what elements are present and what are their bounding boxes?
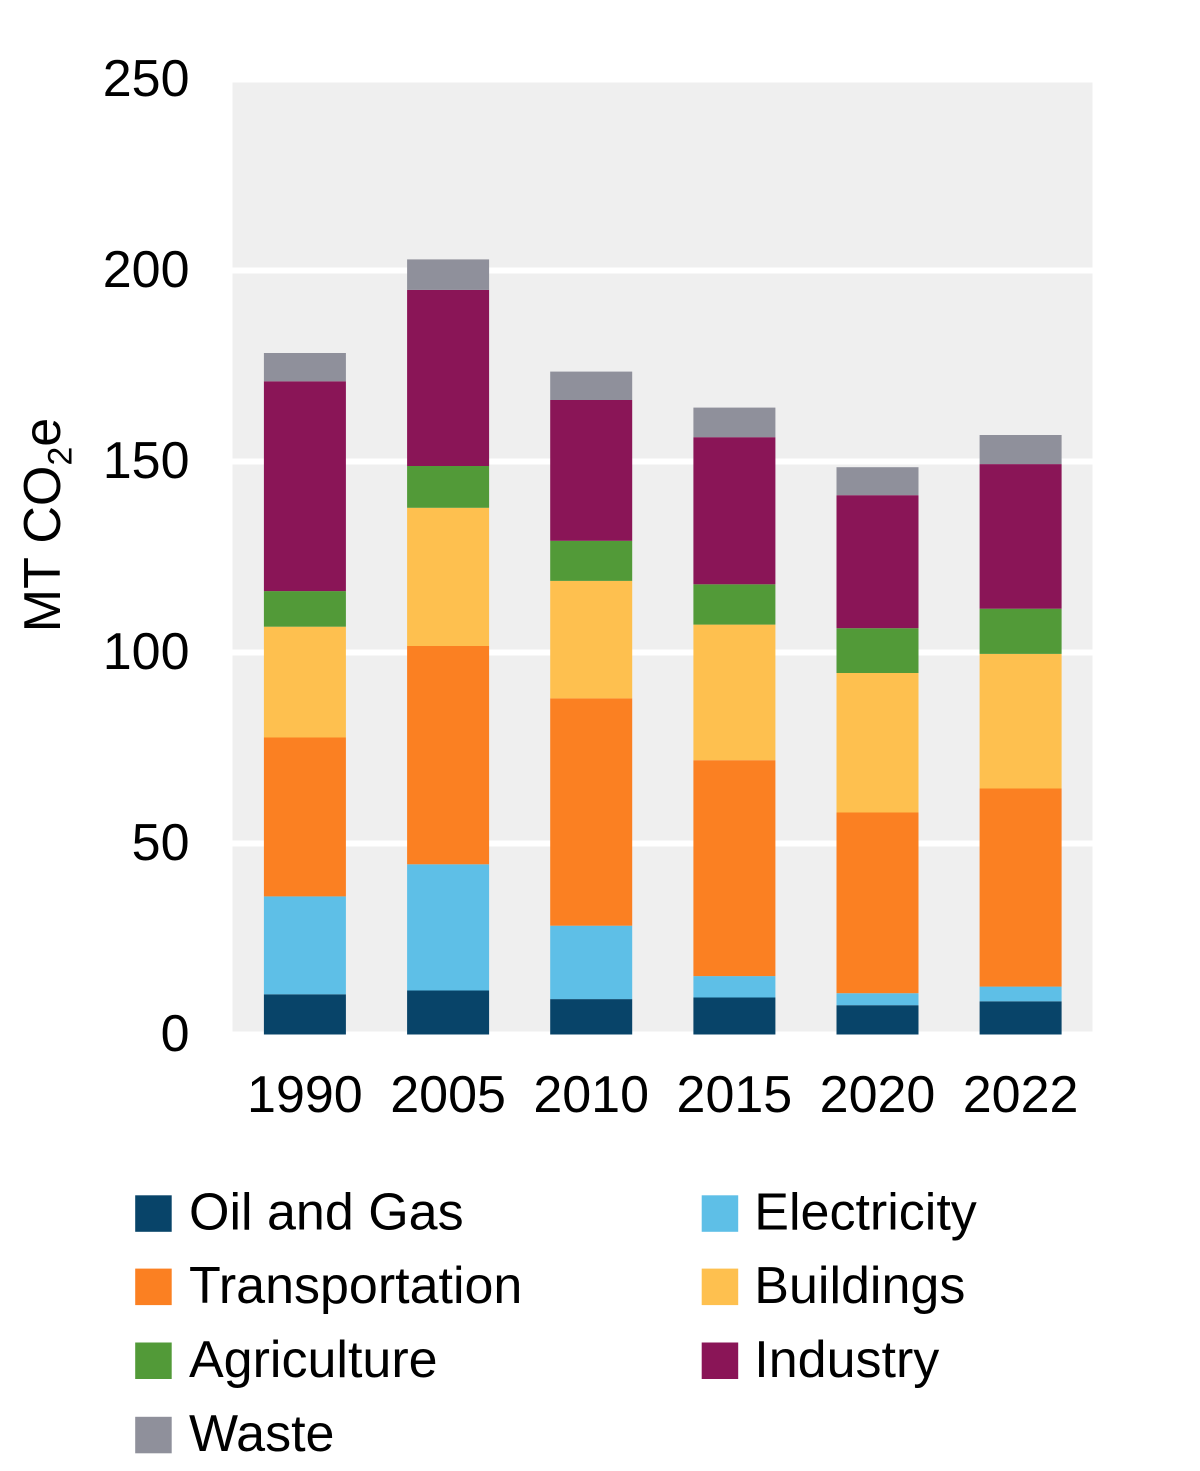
svg-text:2005: 2005 [390, 1066, 506, 1124]
svg-text:Waste: Waste [189, 1405, 334, 1463]
svg-text:1990: 1990 [247, 1066, 363, 1124]
svg-text:0: 0 [161, 1005, 190, 1063]
svg-text:2015: 2015 [677, 1066, 793, 1124]
svg-text:2022: 2022 [963, 1066, 1079, 1124]
svg-text:50: 50 [132, 814, 190, 872]
svg-text:Industry: Industry [754, 1331, 939, 1389]
svg-text:250: 250 [103, 50, 190, 108]
svg-text:2020: 2020 [820, 1066, 936, 1124]
svg-text:Oil and Gas: Oil and Gas [189, 1184, 464, 1242]
svg-text:Electricity: Electricity [754, 1184, 976, 1242]
svg-text:150: 150 [103, 432, 190, 490]
svg-text:Agriculture: Agriculture [189, 1331, 438, 1389]
svg-text:200: 200 [103, 241, 190, 299]
svg-text:100: 100 [103, 623, 190, 681]
svg-text:Transportation: Transportation [189, 1257, 522, 1315]
svg-text:2010: 2010 [533, 1066, 649, 1124]
svg-text:Buildings: Buildings [754, 1257, 965, 1315]
